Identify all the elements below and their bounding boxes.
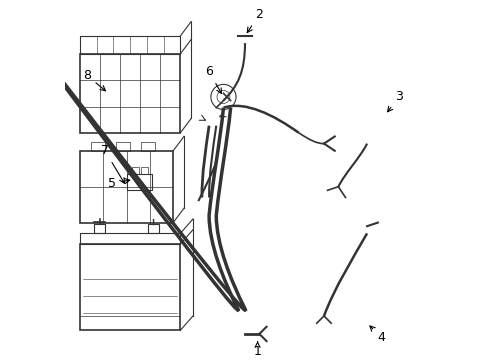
Bar <box>80 36 180 54</box>
Text: 1: 1 <box>254 342 262 358</box>
Text: 4: 4 <box>370 326 385 344</box>
Text: 6: 6 <box>205 65 221 94</box>
Bar <box>80 233 180 244</box>
Text: 5: 5 <box>108 177 130 190</box>
Bar <box>80 54 180 133</box>
Bar <box>141 167 148 174</box>
Bar <box>80 244 180 330</box>
Bar <box>116 142 130 151</box>
Text: 2: 2 <box>247 8 263 32</box>
Text: 7: 7 <box>101 144 124 183</box>
Bar <box>126 174 151 190</box>
Text: 8: 8 <box>83 69 105 91</box>
Bar <box>141 142 155 151</box>
Bar <box>132 167 139 174</box>
Bar <box>94 224 105 233</box>
Bar <box>148 224 159 233</box>
Text: 3: 3 <box>388 90 403 112</box>
Bar <box>91 142 105 151</box>
Bar <box>80 151 173 222</box>
